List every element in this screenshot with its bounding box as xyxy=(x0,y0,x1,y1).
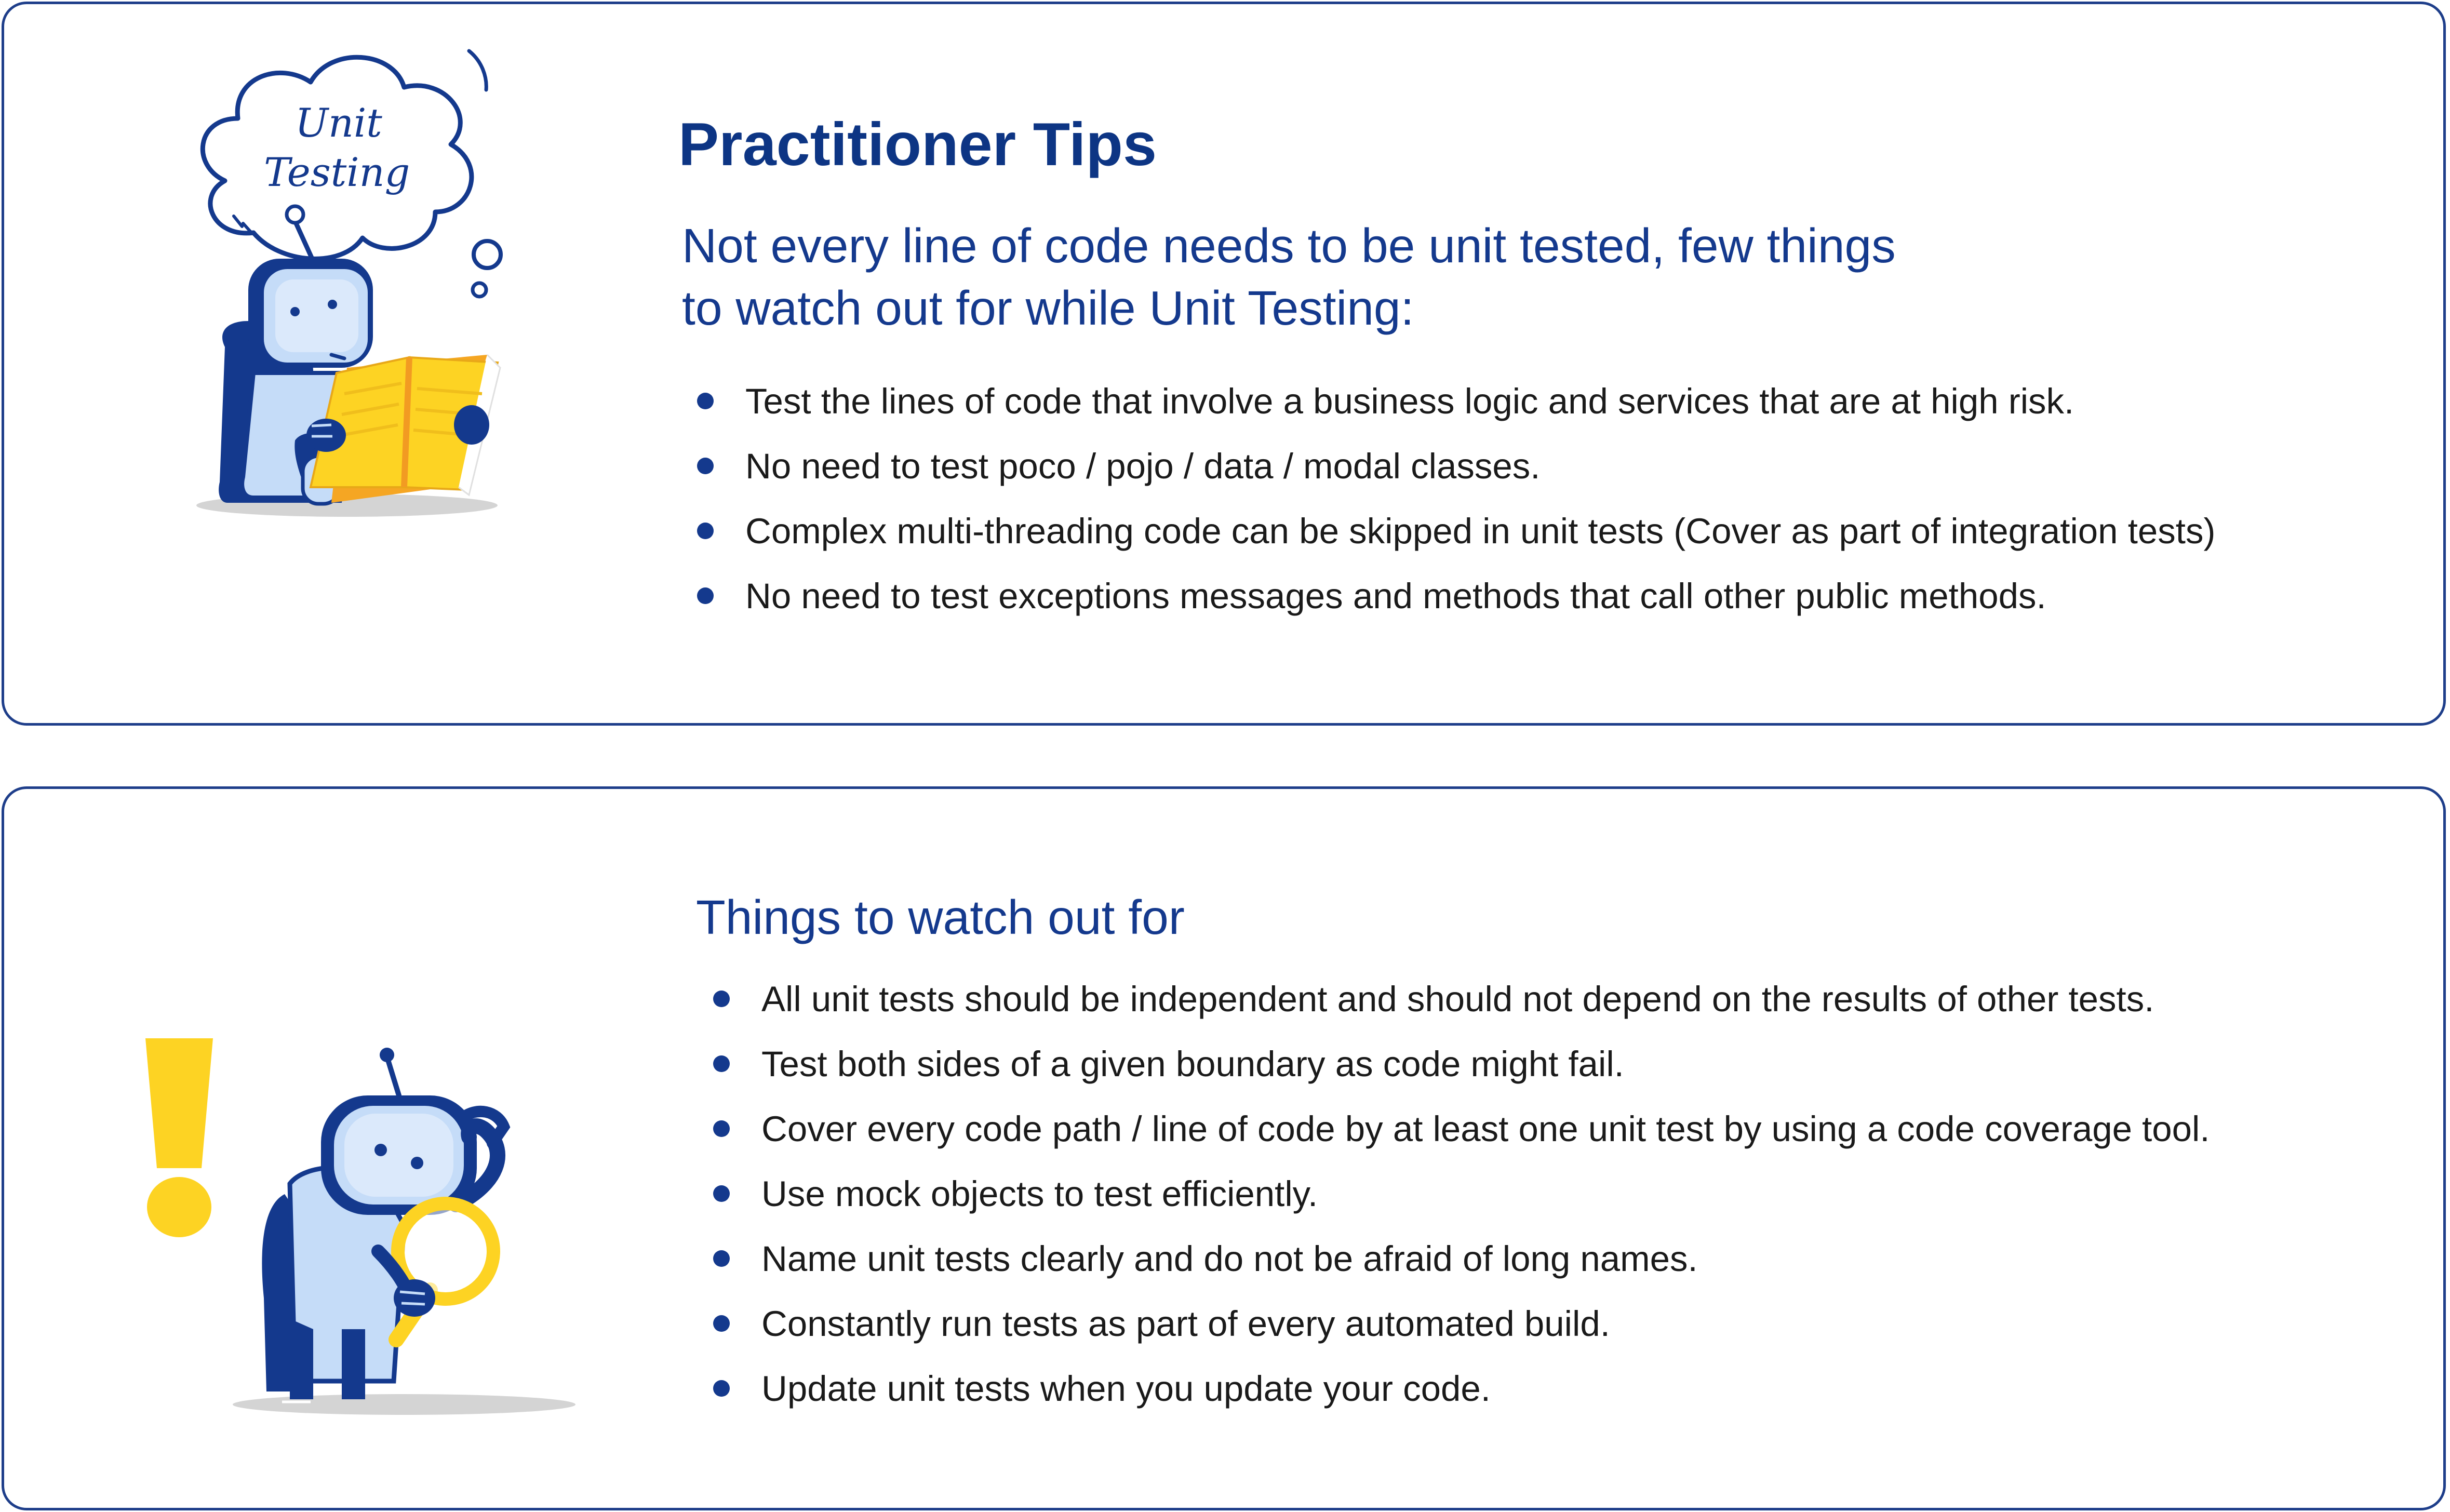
bullet-icon xyxy=(697,393,714,409)
list-item-text: Use mock objects to test efficiently. xyxy=(761,1174,1318,1214)
bullet-icon xyxy=(713,1120,730,1137)
bullet-icon xyxy=(713,1315,730,1332)
robot-magnifier-icon xyxy=(145,1038,575,1415)
bullet-icon xyxy=(697,587,714,604)
list-item-text: Name unit tests clearly and do not be af… xyxy=(761,1239,1698,1279)
practitioner-tips-intro: Not every line of code needs to be unit … xyxy=(682,215,1896,339)
watch-out-list: All unit tests should be independent and… xyxy=(711,967,2210,1421)
list-item: Update unit tests when you update your c… xyxy=(711,1356,2210,1421)
list-item-text: No need to test exceptions messages and … xyxy=(745,576,2046,616)
list-item-text: No need to test poco / pojo / data / mod… xyxy=(745,446,1541,486)
list-item-text: Complex multi-threading code can be skip… xyxy=(745,511,2216,551)
thought-bubble-icon: Unit Testing xyxy=(200,49,503,299)
list-item: Test both sides of a given boundary as c… xyxy=(711,1032,2210,1096)
practitioner-tips-card: Unit Testing xyxy=(2,2,2446,726)
list-item-text: Cover every code path / line of code by … xyxy=(761,1109,2210,1149)
exclamation-icon xyxy=(145,1038,213,1237)
list-item-text: Constantly run tests as part of every au… xyxy=(761,1304,1610,1344)
list-item-text: Test the lines of code that involve a bu… xyxy=(745,381,2074,421)
list-item-text: Update unit tests when you update your c… xyxy=(761,1369,1491,1409)
list-item-text: All unit tests should be independent and… xyxy=(761,979,2154,1019)
list-item: Use mock objects to test efficiently. xyxy=(711,1161,2210,1226)
list-item: Test the lines of code that involve a bu… xyxy=(695,369,2215,434)
watch-out-title: Things to watch out for xyxy=(696,890,1185,944)
robot-reading-icon: Unit Testing xyxy=(196,49,503,517)
list-item: No need to test exceptions messages and … xyxy=(695,564,2215,628)
list-item: All unit tests should be independent and… xyxy=(711,967,2210,1032)
intro-line-1: Not every line of code needs to be unit … xyxy=(682,219,1896,273)
bullet-icon xyxy=(713,991,730,1007)
intro-line-2: to watch out for while Unit Testing: xyxy=(682,281,1414,335)
bullet-icon xyxy=(697,458,714,474)
list-item: Complex multi-threading code can be skip… xyxy=(695,499,2215,564)
bullet-icon xyxy=(713,1055,730,1072)
list-item: Name unit tests clearly and do not be af… xyxy=(711,1226,2210,1291)
list-item: Constantly run tests as part of every au… xyxy=(711,1291,2210,1356)
bullet-icon xyxy=(713,1380,730,1397)
watch-out-card: Things to watch out for All unit tests s… xyxy=(2,786,2446,1510)
magnifier-icon xyxy=(389,1197,500,1347)
practitioner-tips-list: Test the lines of code that involve a bu… xyxy=(695,369,2215,628)
list-item-text: Test both sides of a given boundary as c… xyxy=(761,1044,1624,1084)
list-item: Cover every code path / line of code by … xyxy=(711,1096,2210,1161)
bullet-icon xyxy=(697,523,714,539)
list-item: No need to test poco / pojo / data / mod… xyxy=(695,434,2215,499)
practitioner-tips-title: Practitioner Tips xyxy=(678,110,1157,178)
bullet-icon xyxy=(713,1185,730,1202)
bullet-icon xyxy=(713,1250,730,1267)
bubble-text-line1: Unit xyxy=(295,100,382,146)
bubble-text-line2: Testing xyxy=(264,149,410,195)
